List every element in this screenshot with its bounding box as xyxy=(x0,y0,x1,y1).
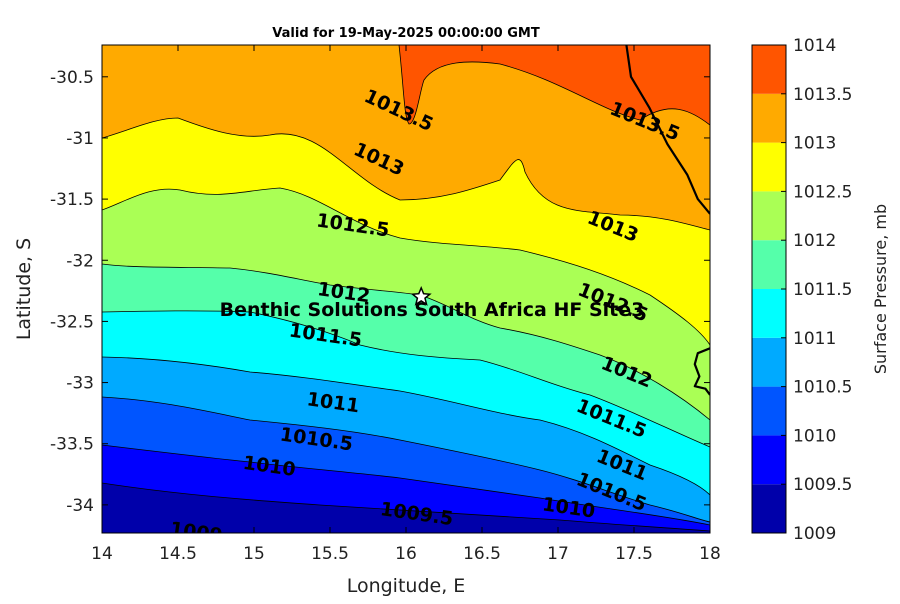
star-icon xyxy=(410,285,432,306)
x-tick-label: 16.5 xyxy=(463,544,501,564)
colorbar-swatch xyxy=(752,93,786,143)
colorbar-swatch xyxy=(752,435,786,485)
coastline xyxy=(625,45,710,396)
colorbar-tick-label: 1013 xyxy=(793,134,836,154)
y-tick-label: -32 xyxy=(66,251,94,271)
colorbar-tick-label: 1012.5 xyxy=(793,182,852,202)
colorbar-tick-label: 1010 xyxy=(793,426,836,446)
colorbar-tick-label: 1010.5 xyxy=(793,378,852,398)
x-axis: 14 14.5 15 15.5 16 16.5 17 17.5 18 xyxy=(91,45,721,564)
colorbar-swatch xyxy=(752,45,786,94)
y-axis: -30.5 -31 -31.5 -32 -32.5 -33 -33.5 -34 xyxy=(50,68,710,516)
colorbar-swatch xyxy=(752,484,786,533)
colorbar-tick-label: 1011 xyxy=(793,329,836,349)
contour-lines xyxy=(102,45,710,532)
colorbar-swatch xyxy=(752,142,786,192)
colorbar-label: Surface Pressure, mb xyxy=(871,204,890,374)
colorbar-swatch xyxy=(752,191,786,241)
x-tick-label: 14.5 xyxy=(159,544,197,564)
site-marker: Benthic Solutions South Africa HF Site3 xyxy=(220,285,645,321)
x-tick-label: 14 xyxy=(91,544,113,564)
site-label: Benthic Solutions South Africa HF Site3 xyxy=(220,299,645,321)
y-tick-label: -30.5 xyxy=(50,68,94,88)
y-tick-label: -31 xyxy=(66,129,94,149)
colorbar-tick-label: 1013.5 xyxy=(793,85,852,105)
pressure-field xyxy=(102,45,710,533)
colorbar-tick-label: 1011.5 xyxy=(793,280,852,300)
colorbar-tick-label: 1009 xyxy=(793,524,836,544)
y-tick-label: -33.5 xyxy=(50,435,94,455)
colorbar: 1014 1013.5 1013 1012.5 1012 1011.5 1011 1010.5… xyxy=(751,36,852,544)
x-tick-label: 17 xyxy=(547,544,569,564)
y-tick-label: -33 xyxy=(66,374,94,394)
colorbar-swatch xyxy=(752,240,786,289)
colorbar-swatch xyxy=(752,386,786,436)
colorbar-tick-label: 1014 xyxy=(793,36,836,56)
x-tick-label: 17.5 xyxy=(615,544,653,564)
colorbar-swatch xyxy=(752,289,786,338)
x-tick-label: 16 xyxy=(395,544,417,564)
coastline-segment xyxy=(693,347,710,396)
x-tick-label: 15 xyxy=(243,544,265,564)
x-tick-label: 15.5 xyxy=(311,544,349,564)
x-axis-label: Longitude, E xyxy=(347,575,466,597)
x-tick-label: 18 xyxy=(699,544,721,564)
y-tick-label: -32.5 xyxy=(50,312,94,332)
y-tick-label: -34 xyxy=(66,496,94,516)
band-1009-1009.5 xyxy=(102,483,710,533)
chart-title: Valid for 19-May-2025 00:00:00 GMT xyxy=(272,26,540,41)
y-tick-label: -31.5 xyxy=(50,190,94,210)
coastline-segment xyxy=(625,45,710,215)
colorbar-tick-label: 1012 xyxy=(793,231,836,251)
colorbar-tick-label: 1009.5 xyxy=(793,475,852,495)
colorbar-swatch xyxy=(752,337,786,387)
y-axis-label: Latitude, S xyxy=(13,238,35,340)
